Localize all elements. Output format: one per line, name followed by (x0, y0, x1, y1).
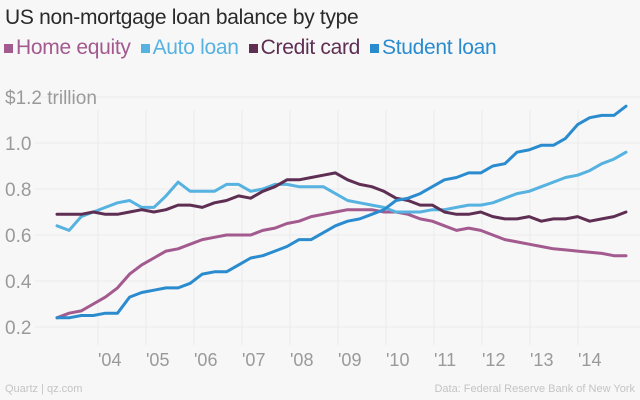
y-axis: 0.2 0.4 0.6 0.8 1.0 $1.2 trillion (5, 88, 97, 339)
series-line-home-equity (55, 208, 628, 320)
x-tick-label: '14 (578, 350, 601, 370)
legend: Home equity Auto loan Credit card Studen… (4, 36, 506, 60)
x-tick-label: '13 (530, 350, 553, 370)
x-tick-label: '10 (386, 350, 409, 370)
legend-item-auto-loan: Auto loan (140, 36, 239, 60)
x-tick-label: '05 (146, 350, 169, 370)
legend-label: Student loan (382, 36, 497, 59)
series-line-student-loan (55, 104, 628, 320)
credit-card-swatch-icon (248, 43, 258, 53)
series-line-credit-card (55, 171, 628, 223)
legend-item-student-loan: Student loan (370, 36, 497, 60)
x-tick-label: '07 (242, 350, 265, 370)
legend-item-home-equity: Home equity (4, 36, 131, 60)
x-tick-label: '06 (194, 350, 217, 370)
legend-item-credit-card: Credit card (248, 36, 361, 60)
x-tick-label: '12 (482, 350, 505, 370)
footer-credit: Quartz | qz.com (5, 383, 83, 395)
series-line-auto-loan (55, 150, 628, 232)
auto-loan-swatch-icon (140, 43, 150, 53)
y-tick-label: $1.2 trillion (5, 88, 97, 109)
series-lines (55, 104, 628, 320)
y-tick-label: 0.8 (5, 180, 31, 201)
x-axis: '04 '05 '06 '07 '08 '09 '10 '11 '12 '13 '14 (98, 350, 601, 370)
y-tick-label: 0.4 (5, 272, 32, 293)
legend-label: Auto loan (152, 36, 239, 59)
student-loan-swatch-icon (370, 43, 380, 53)
y-tick-label: 0.6 (5, 226, 31, 247)
x-tick-label: '09 (338, 350, 361, 370)
footer-data-source: Data: Federal Reserve Bank of New York (434, 383, 635, 395)
y-tick-label: 0.2 (5, 318, 31, 339)
y-tick-label: 1.0 (5, 134, 31, 155)
legend-label: Credit card (260, 36, 361, 59)
x-tick-label: '08 (290, 350, 313, 370)
x-tick-label: '11 (434, 350, 456, 370)
x-tick-label: '04 (98, 350, 121, 370)
chart-title: US non-mortgage loan balance by type (5, 6, 359, 29)
home-equity-swatch-icon (4, 43, 13, 53)
legend-label: Home equity (16, 36, 131, 59)
